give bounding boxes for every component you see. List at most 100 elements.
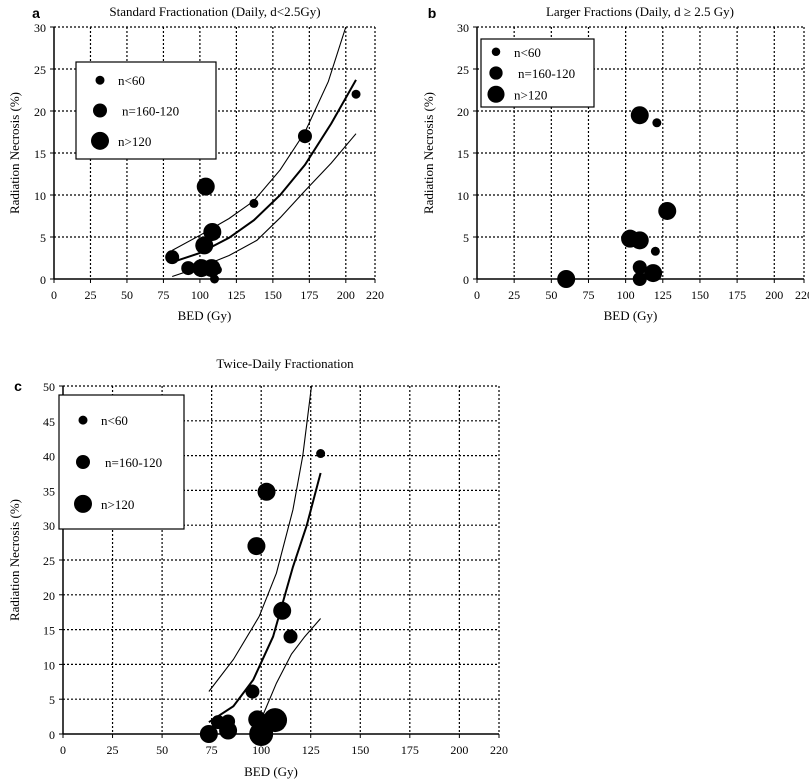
data-point-xlarge	[263, 708, 288, 733]
legend-label: n>120	[118, 134, 151, 149]
data-point-medium	[283, 629, 298, 644]
legend-marker-medium	[76, 455, 90, 469]
y-tick-label: 25	[457, 63, 469, 77]
x-tick-label: 175	[728, 288, 746, 302]
data-point-large	[630, 231, 649, 250]
y-tick-label: 20	[457, 105, 469, 119]
y-tick-label: 5	[49, 693, 55, 707]
panel-b: 0 25 50 75 100 125 150 175 200 220 0 5 10 15 20 25 30 n<6…	[421, 4, 809, 323]
y-tick-label: 0	[49, 728, 55, 742]
data-point-small	[212, 265, 222, 275]
x-tick-label: 220	[366, 288, 384, 302]
x-tick-label: 0	[60, 743, 66, 757]
data-point-medium	[297, 129, 312, 144]
data-point-large	[219, 721, 238, 740]
data-point-large	[273, 601, 292, 620]
legend-marker-small	[491, 47, 501, 57]
y-tick-label: 30	[457, 21, 469, 35]
legend-marker-medium	[489, 66, 503, 80]
x-tick-label: 175	[300, 288, 318, 302]
x-tick-label: 25	[107, 743, 119, 757]
x-tick-label: 125	[227, 288, 245, 302]
y-tick-label: 15	[457, 147, 469, 161]
y-tick-label: 50	[43, 380, 55, 394]
legend-marker-small	[78, 415, 88, 425]
panel-label: a	[32, 5, 40, 21]
x-tick-label: 50	[121, 288, 133, 302]
x-axis-label: BED (Gy)	[604, 308, 658, 323]
data-point-large	[658, 201, 677, 220]
y-tick-label: 35	[43, 484, 55, 498]
legend: n<60 n=160-120 n>120	[58, 394, 185, 530]
legend-label: n<60	[118, 73, 145, 88]
data-point-small	[316, 449, 326, 459]
y-tick-label: 40	[43, 450, 55, 464]
legend-marker-large	[91, 131, 109, 150]
x-tick-label: 50	[156, 743, 168, 757]
data-point-large	[644, 264, 663, 283]
y-tick-label: 15	[34, 147, 46, 161]
y-tick-label: 5	[40, 231, 46, 245]
x-tick-label: 75	[582, 288, 594, 302]
x-tick-label: 150	[691, 288, 709, 302]
chart-title: Standard Fractionation (Daily, d<2.5Gy)	[109, 4, 320, 19]
y-tick-label: 30	[43, 519, 55, 533]
legend-label: n>120	[514, 87, 547, 102]
data-point-small	[210, 274, 219, 284]
x-tick-label: 75	[157, 288, 169, 302]
x-tick-label: 100	[191, 288, 209, 302]
y-tick-label: 45	[43, 415, 55, 429]
legend-label: n>120	[101, 497, 134, 512]
data-point-large	[196, 177, 215, 196]
y-tick-label: 10	[43, 658, 55, 672]
x-tick-label: 50	[545, 288, 557, 302]
x-tick-label: 220	[490, 743, 508, 757]
data-point-large	[199, 725, 218, 743]
x-tick-label: 100	[617, 288, 635, 302]
x-tick-label: 175	[401, 743, 419, 757]
y-tick-label: 0	[40, 273, 46, 287]
y-axis-label: Radiation Necrosis (%)	[7, 92, 22, 214]
x-tick-label: 0	[51, 288, 57, 302]
curve-upper	[208, 385, 313, 692]
x-tick-label: 150	[351, 743, 369, 757]
x-tick-label: 25	[508, 288, 520, 302]
y-tick-label: 5	[463, 231, 469, 245]
data-point-large	[247, 537, 266, 556]
data-point-large	[557, 270, 576, 288]
panel-label: c	[14, 378, 22, 394]
data-point-large	[257, 482, 276, 501]
data-point-medium	[245, 684, 260, 699]
x-tick-label: 125	[302, 743, 320, 757]
x-tick-label: 200	[450, 743, 468, 757]
chart-title: Larger Fractions (Daily, d ≥ 2.5 Gy)	[546, 4, 734, 19]
y-tick-label: 25	[34, 63, 46, 77]
y-tick-label: 30	[34, 21, 46, 35]
legend: n<60 n=160-120 n>120	[75, 61, 217, 160]
y-tick-label: 15	[43, 624, 55, 638]
x-tick-label: 25	[84, 288, 96, 302]
y-axis-label: Radiation Necrosis (%)	[7, 499, 22, 621]
data-point-medium	[632, 272, 647, 286]
y-tick-label: 25	[43, 554, 55, 568]
x-tick-label: 125	[654, 288, 672, 302]
data-point-small	[351, 89, 361, 99]
data-point-small	[652, 118, 662, 128]
x-axis-label: BED (Gy)	[244, 764, 298, 779]
legend-marker-medium	[93, 103, 107, 118]
data-point-large	[203, 222, 222, 241]
x-tick-label: 0	[474, 288, 480, 302]
x-axis-label: BED (Gy)	[178, 308, 232, 323]
y-tick-label: 0	[463, 273, 469, 287]
curve-fit	[208, 472, 322, 724]
x-tick-label: 220	[795, 288, 809, 302]
legend-label: n<60	[101, 413, 128, 428]
x-tick-label: 200	[765, 288, 783, 302]
panel-label: b	[428, 5, 437, 21]
legend-label: n=160-120	[518, 66, 575, 81]
y-tick-label: 20	[43, 589, 55, 603]
data-point-medium	[165, 250, 180, 265]
legend-marker-large	[74, 494, 92, 513]
legend-label: n<60	[514, 45, 541, 60]
